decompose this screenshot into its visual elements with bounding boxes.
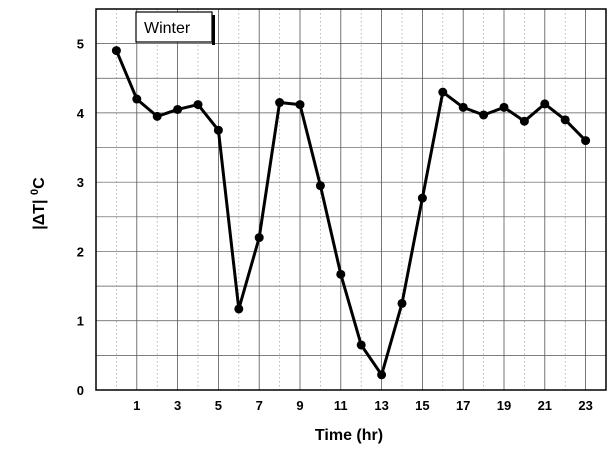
data-point	[254, 233, 264, 243]
data-point	[295, 100, 305, 110]
data-point	[438, 87, 448, 97]
x-tick-label: 3	[174, 398, 181, 413]
data-point	[519, 116, 529, 126]
x-tick-label: 11	[334, 398, 348, 413]
data-point	[540, 99, 550, 109]
y-tick-label: 5	[77, 37, 84, 52]
series-line-winter	[115, 50, 587, 377]
data-point	[111, 46, 121, 56]
legend-shadow	[212, 15, 215, 45]
data-point	[173, 104, 183, 114]
data-point	[479, 110, 489, 120]
data-point	[234, 304, 244, 314]
x-tick-label: 9	[296, 398, 303, 413]
data-point	[499, 102, 509, 112]
legend-box	[135, 11, 213, 43]
data-point	[377, 370, 387, 380]
y-axis-title-main: |ΔT|	[31, 195, 48, 230]
x-tick-label: 7	[256, 398, 263, 413]
data-point	[581, 136, 591, 146]
data-point	[315, 181, 325, 191]
data-point	[275, 98, 285, 108]
y-axis-ticks: 0 1 2 3 4 5	[77, 37, 85, 398]
data-point	[336, 269, 346, 279]
x-tick-label: 17	[456, 398, 470, 413]
y-tick-label: 4	[77, 106, 85, 121]
y-axis-title: |ΔT| 0C	[29, 177, 48, 230]
x-tick-label: 1	[133, 398, 140, 413]
plot-frame	[95, 8, 607, 391]
y-tick-label: 3	[77, 175, 84, 190]
x-tick-label: 21	[538, 398, 552, 413]
data-point	[417, 193, 427, 203]
y-tick-label: 1	[77, 314, 84, 329]
data-point	[213, 125, 223, 135]
data-point	[560, 115, 570, 125]
x-axis-ticks: 1 3 5 7 9 11 13 15 17 19 21 23	[133, 398, 593, 413]
x-tick-label: 15	[415, 398, 429, 413]
x-tick-label: 19	[497, 398, 511, 413]
x-tick-label: 23	[578, 398, 592, 413]
data-point	[397, 298, 407, 308]
data-point	[356, 340, 366, 350]
y-tick-label: 0	[77, 383, 84, 398]
legend: Winter	[135, 11, 215, 45]
x-tick-label: 5	[215, 398, 222, 413]
legend-entry-winter: Winter	[144, 20, 191, 37]
y-axis-title-unit: C	[31, 177, 48, 189]
data-point	[152, 111, 162, 121]
series-layer	[111, 46, 591, 380]
grid	[96, 9, 606, 390]
x-tick-label: 13	[374, 398, 388, 413]
data-point	[193, 100, 203, 110]
data-point	[132, 94, 142, 104]
data-point	[458, 102, 468, 112]
x-axis-title: Time (hr)	[315, 427, 383, 444]
y-tick-label: 2	[77, 244, 84, 259]
y-axis-title-sup: 0	[29, 189, 41, 195]
